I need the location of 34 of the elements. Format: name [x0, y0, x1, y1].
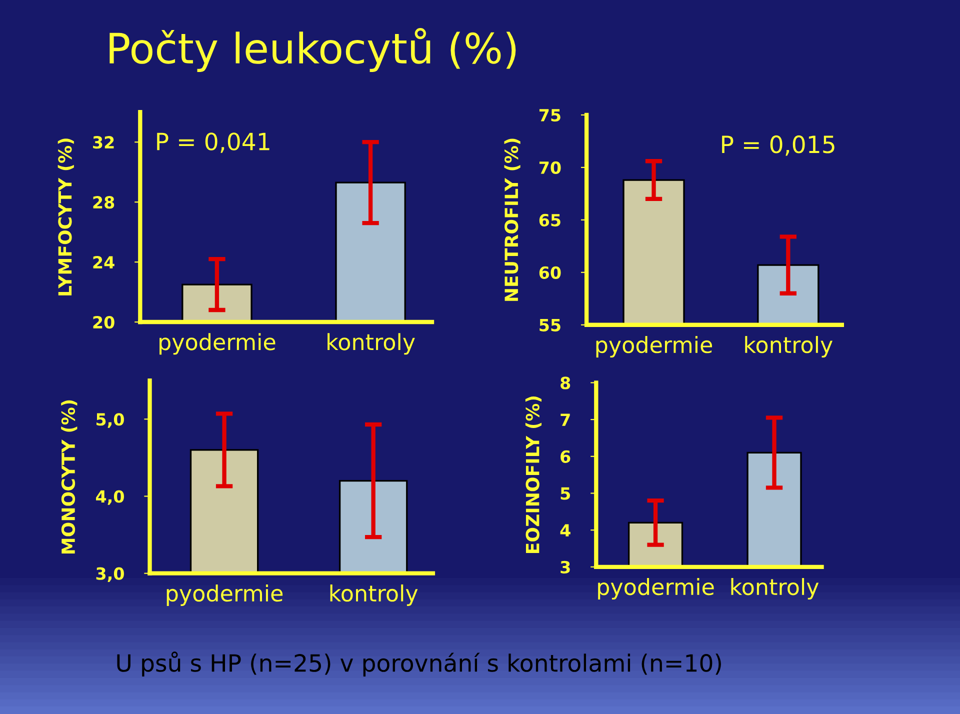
y-tick-label: 7: [560, 414, 570, 426]
chart-title: Počty leukocytů (%): [110, 28, 516, 72]
y-tick-label: 6: [560, 450, 570, 463]
annotation: P = 0,015: [722, 135, 834, 156]
x-tick-label: kontroly: [328, 333, 415, 355]
text: U psů s HP (n=25) v porovnání s kontrolami (n=10): [117, 652, 721, 676]
y-tick-label: 65: [539, 214, 560, 226]
y-tick-label: 75: [539, 109, 560, 122]
y-tick-label: 24: [93, 256, 114, 268]
y-tick-label: 60: [539, 266, 561, 279]
y-tick-label: 3,0: [96, 567, 124, 582]
y-tick-label: 5,0: [96, 413, 124, 428]
y-tick-label: 70: [539, 161, 561, 174]
y-tick-label: 4: [560, 524, 570, 536]
y-axis-title: EOZINOFILY (%): [525, 396, 542, 553]
y-tick-label: 20: [93, 316, 114, 329]
y-axis-title: NEUTROFILY (%): [504, 138, 520, 301]
x-tick-label: pyodermie: [160, 333, 276, 355]
x-tick-label: kontroly: [731, 578, 819, 600]
x-tick-label: pyodermie: [596, 336, 712, 358]
y-tick-label: 3: [560, 560, 570, 574]
y-axis-title: LYMFOCYTY (%): [58, 138, 74, 296]
y-tick-label: 8: [560, 376, 570, 390]
x-tick-label: kontroly: [330, 584, 418, 606]
x-tick-label: pyodermie: [166, 584, 283, 606]
y-tick-label: 32: [93, 136, 114, 149]
y-tick-label: 28: [93, 196, 114, 209]
annotation: P = 0,041: [157, 132, 270, 153]
y-tick-label: 4,0: [96, 490, 124, 505]
y-tick-label: 55: [540, 319, 560, 332]
y-tick-label: 5: [560, 487, 570, 500]
y-axis-title: MONOCYTY (%): [61, 400, 78, 554]
x-tick-label: pyodermie: [598, 578, 714, 600]
x-tick-label: kontroly: [745, 336, 833, 358]
